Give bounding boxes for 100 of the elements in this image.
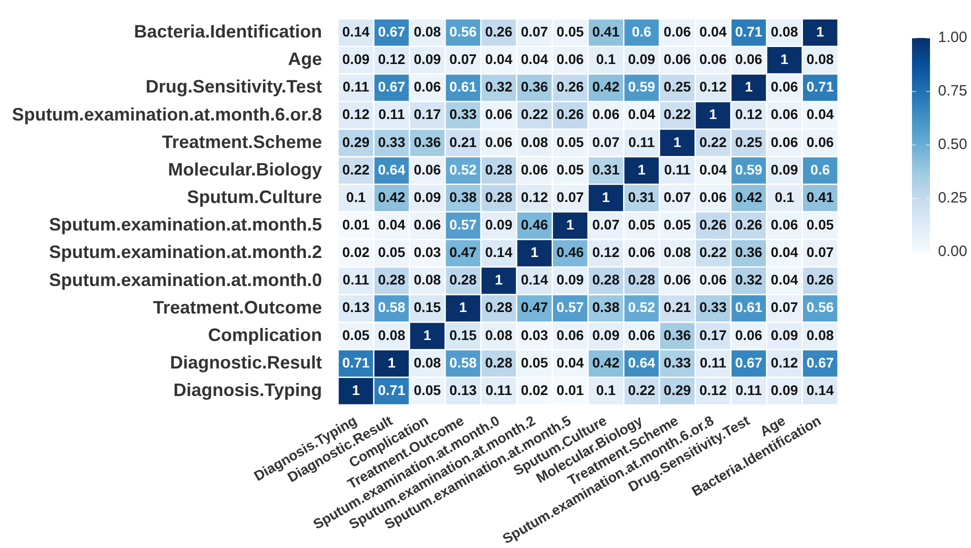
data-label: 1 <box>780 51 789 68</box>
data-label: 0.06 <box>485 106 513 122</box>
data-label: 0.71 <box>735 23 763 40</box>
data-label: 0.04 <box>770 244 798 260</box>
data-label: 0.61 <box>735 299 763 316</box>
data-label: 0.71 <box>806 78 834 95</box>
data-label: 0.04 <box>770 272 798 288</box>
data-label: 0.33 <box>378 134 406 150</box>
data-label: 0.06 <box>699 272 727 288</box>
data-label: 0.05 <box>414 382 442 398</box>
data-label: 0.06 <box>592 106 620 122</box>
data-label: 0.57 <box>556 299 584 316</box>
data-label: 0.59 <box>628 78 656 95</box>
data-label: 0.22 <box>342 161 370 178</box>
data-label: 0.05 <box>520 354 548 370</box>
data-label: 0.12 <box>699 78 727 95</box>
data-label: 0.11 <box>664 161 691 178</box>
data-label: 0.05 <box>664 216 692 232</box>
data-label: 0.52 <box>628 299 656 316</box>
data-label: 0.04 <box>699 23 727 40</box>
data-label: 0.09 <box>770 382 798 398</box>
data-label: 0.22 <box>628 382 656 398</box>
data-label: 0.12 <box>735 106 763 122</box>
data-label: 0.58 <box>449 354 477 370</box>
data-label: 0.1 <box>346 188 366 205</box>
data-label: 1 <box>423 326 432 343</box>
data-label: 0.67 <box>378 23 406 40</box>
data-label: 0.46 <box>520 216 548 232</box>
data-label: 0.06 <box>770 106 798 122</box>
data-label: 0.17 <box>699 326 727 343</box>
data-label: 0.05 <box>806 216 834 232</box>
data-label: 0.06 <box>735 326 763 343</box>
data-label: 0.12 <box>378 51 406 68</box>
color-bar-label: 0.75 <box>938 82 968 100</box>
data-label: 0.71 <box>378 382 406 398</box>
data-label: 0.14 <box>342 23 370 40</box>
data-label: 0.38 <box>449 188 477 205</box>
y-tick-label: Age <box>288 49 322 70</box>
data-label: 0.29 <box>342 134 370 150</box>
data-label: 1 <box>459 299 468 316</box>
data-label: 0.09 <box>414 188 442 205</box>
data-label: 0.09 <box>770 326 798 343</box>
y-tick-label: Bacteria.Identification <box>134 22 322 42</box>
data-label: 0.07 <box>664 188 692 205</box>
data-label: 1 <box>744 78 753 95</box>
data-label: 0.09 <box>485 216 513 232</box>
data-label: 0.06 <box>664 23 692 40</box>
data-label: 0.06 <box>414 78 442 95</box>
data-label: 0.07 <box>592 216 620 232</box>
data-label: 0.1 <box>596 51 616 68</box>
data-label: 0.36 <box>664 326 692 343</box>
data-label: 0.67 <box>378 78 406 95</box>
data-label: 0.28 <box>485 161 513 178</box>
data-label: 0.07 <box>449 51 477 68</box>
data-label: 0.25 <box>664 78 692 95</box>
data-label: 0.06 <box>806 134 834 150</box>
data-label: 0.31 <box>628 188 656 205</box>
data-label: 0.06 <box>520 161 548 178</box>
y-tick-label: Drug.Sensitivity.Test <box>146 76 322 97</box>
data-label: 0.06 <box>699 51 727 68</box>
y-tick-label: Complication <box>208 324 322 345</box>
data-label: 0.67 <box>735 354 763 370</box>
data-label: 0.09 <box>342 51 370 68</box>
y-tick-label: Sputum.Culture <box>187 187 322 208</box>
data-label: 0.05 <box>556 161 584 178</box>
color-bar-label: 0.00 <box>938 243 968 260</box>
data-label: 0.21 <box>664 299 692 316</box>
data-label: 0.56 <box>449 23 477 40</box>
data-label: 0.11 <box>735 382 762 398</box>
data-label: 0.11 <box>486 382 512 398</box>
data-label: 0.01 <box>556 382 584 398</box>
data-label: 0.41 <box>592 23 620 40</box>
data-label: 0.08 <box>378 326 406 343</box>
data-label: 0.11 <box>700 354 726 370</box>
data-label: 0.17 <box>414 106 442 122</box>
data-label: 0.09 <box>628 51 656 68</box>
y-tick-label: Molecular.Biology <box>168 159 322 180</box>
data-label: 0.15 <box>449 326 477 343</box>
data-label: 0.28 <box>485 299 513 316</box>
data-label: 0.14 <box>520 272 548 288</box>
data-label: 0.07 <box>556 188 584 205</box>
data-label: 0.31 <box>592 161 620 178</box>
data-label: 0.28 <box>485 188 513 205</box>
data-label: 0.07 <box>806 244 834 260</box>
data-label: 0.11 <box>628 134 656 150</box>
data-label: 0.08 <box>806 326 834 343</box>
y-tick-label: Sputum.examination.at.month.2 <box>49 242 322 262</box>
data-label: 0.29 <box>664 382 692 398</box>
data-label: 1 <box>602 188 610 205</box>
data-label: 0.09 <box>770 161 798 178</box>
data-label: 0.06 <box>735 51 763 68</box>
data-label: 0.04 <box>520 51 548 68</box>
data-label: 0.06 <box>699 188 727 205</box>
data-label: 0.15 <box>414 299 442 316</box>
data-label: 0.41 <box>806 188 834 205</box>
data-label: 0.02 <box>342 244 370 260</box>
data-label: 0.11 <box>342 78 370 95</box>
data-label: 0.06 <box>556 51 584 68</box>
data-label: 0.22 <box>699 244 727 260</box>
data-label: 0.08 <box>520 134 548 150</box>
